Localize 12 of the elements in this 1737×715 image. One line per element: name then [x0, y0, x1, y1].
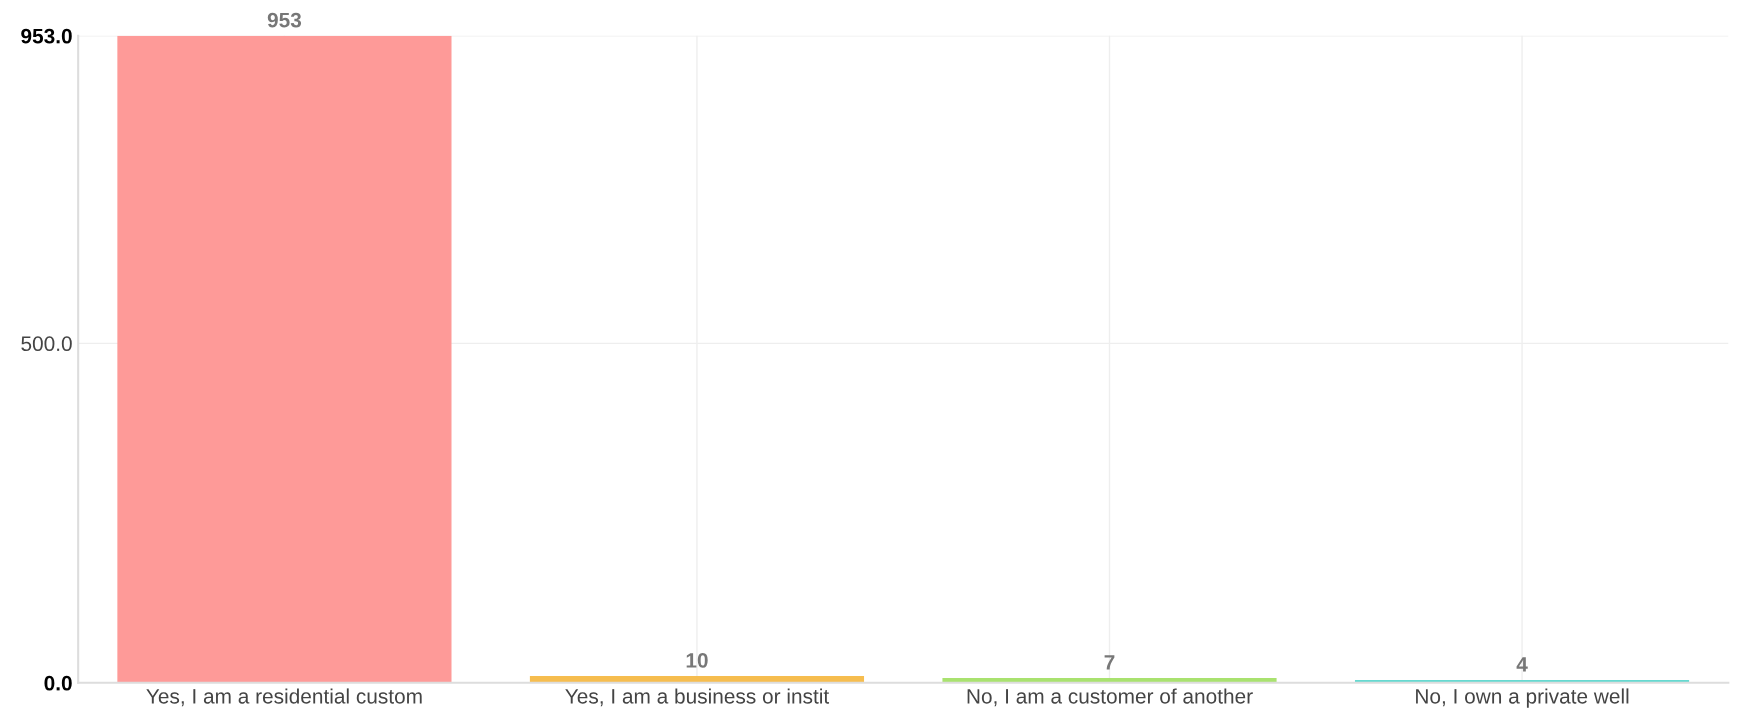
bar [117, 35, 452, 683]
x-tick-label: Yes, I am a residential custom [146, 688, 422, 707]
x-tick-label: No, I am a customer of another [967, 688, 1253, 707]
y-tick-label: 0.0 [44, 675, 72, 691]
data-label: 7 [1104, 655, 1115, 670]
data-label: 10 [686, 653, 708, 668]
x-tick-label: Yes, I am a business or instit [565, 688, 830, 707]
y-tick-label: 500.0 [21, 336, 72, 352]
x-tick-label: No, I own a private well [1416, 688, 1629, 708]
y-tick-label: 953.0 [21, 28, 72, 44]
data-label: 4 [1516, 657, 1528, 672]
data-label: 953 [267, 12, 302, 28]
